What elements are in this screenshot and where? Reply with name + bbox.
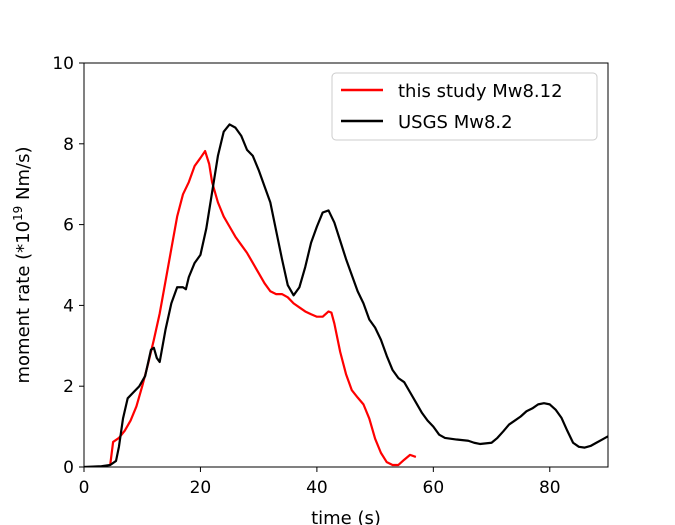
x-tick-label: 40 (306, 478, 328, 498)
series-group (84, 123, 608, 467)
y-tick-label: 4 (63, 296, 74, 316)
y-axis-label: moment rate (*1019 Nm/s) (11, 146, 34, 383)
legend-box (331, 72, 598, 141)
x-axis-label: time (s) (311, 508, 381, 525)
series-line-1 (84, 123, 608, 467)
y-axis-label-exponent: 19 (11, 206, 25, 221)
y-tick-label: 6 (63, 216, 74, 236)
legend-label-this-study: this study Mw8.12 (398, 81, 563, 102)
plot-frame (83, 62, 609, 468)
x-tick-label: 80 (539, 478, 561, 498)
y-tick-label: 8 (63, 135, 74, 155)
y-axis-label-prefix: moment rate (*10 (13, 221, 34, 384)
x-tick-label: 20 (190, 478, 212, 498)
x-tick-label: 60 (423, 478, 445, 498)
y-axis-label-suffix: Nm/s) (13, 146, 34, 205)
series-line-0 (109, 149, 417, 467)
legend-label-usgs: USGS Mw8.2 (398, 112, 513, 133)
y-axis-ticks: 0 2 4 6 8 10 (52, 54, 84, 478)
y-tick-label: 10 (52, 54, 74, 74)
y-tick-label: 0 (63, 458, 74, 478)
x-tick-label: 0 (79, 478, 90, 498)
y-tick-label: 2 (63, 377, 74, 397)
x-axis-ticks: 0 20 40 60 80 (79, 467, 561, 498)
legend: this study Mw8.12 USGS Mw8.2 (331, 72, 598, 141)
